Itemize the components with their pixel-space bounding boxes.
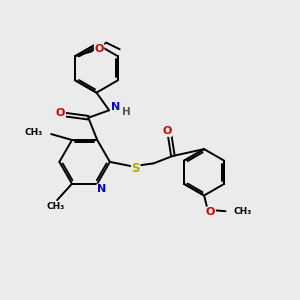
Text: O: O: [206, 207, 215, 217]
Text: H: H: [122, 107, 130, 117]
Text: O: O: [162, 126, 172, 136]
Text: CH₃: CH₃: [25, 128, 43, 137]
Text: CH₃: CH₃: [234, 207, 252, 216]
Text: N: N: [97, 184, 106, 194]
Text: CH₃: CH₃: [46, 202, 65, 211]
Text: O: O: [56, 108, 65, 118]
Text: O: O: [94, 44, 104, 54]
Text: S: S: [131, 162, 140, 175]
Text: N: N: [111, 102, 120, 112]
